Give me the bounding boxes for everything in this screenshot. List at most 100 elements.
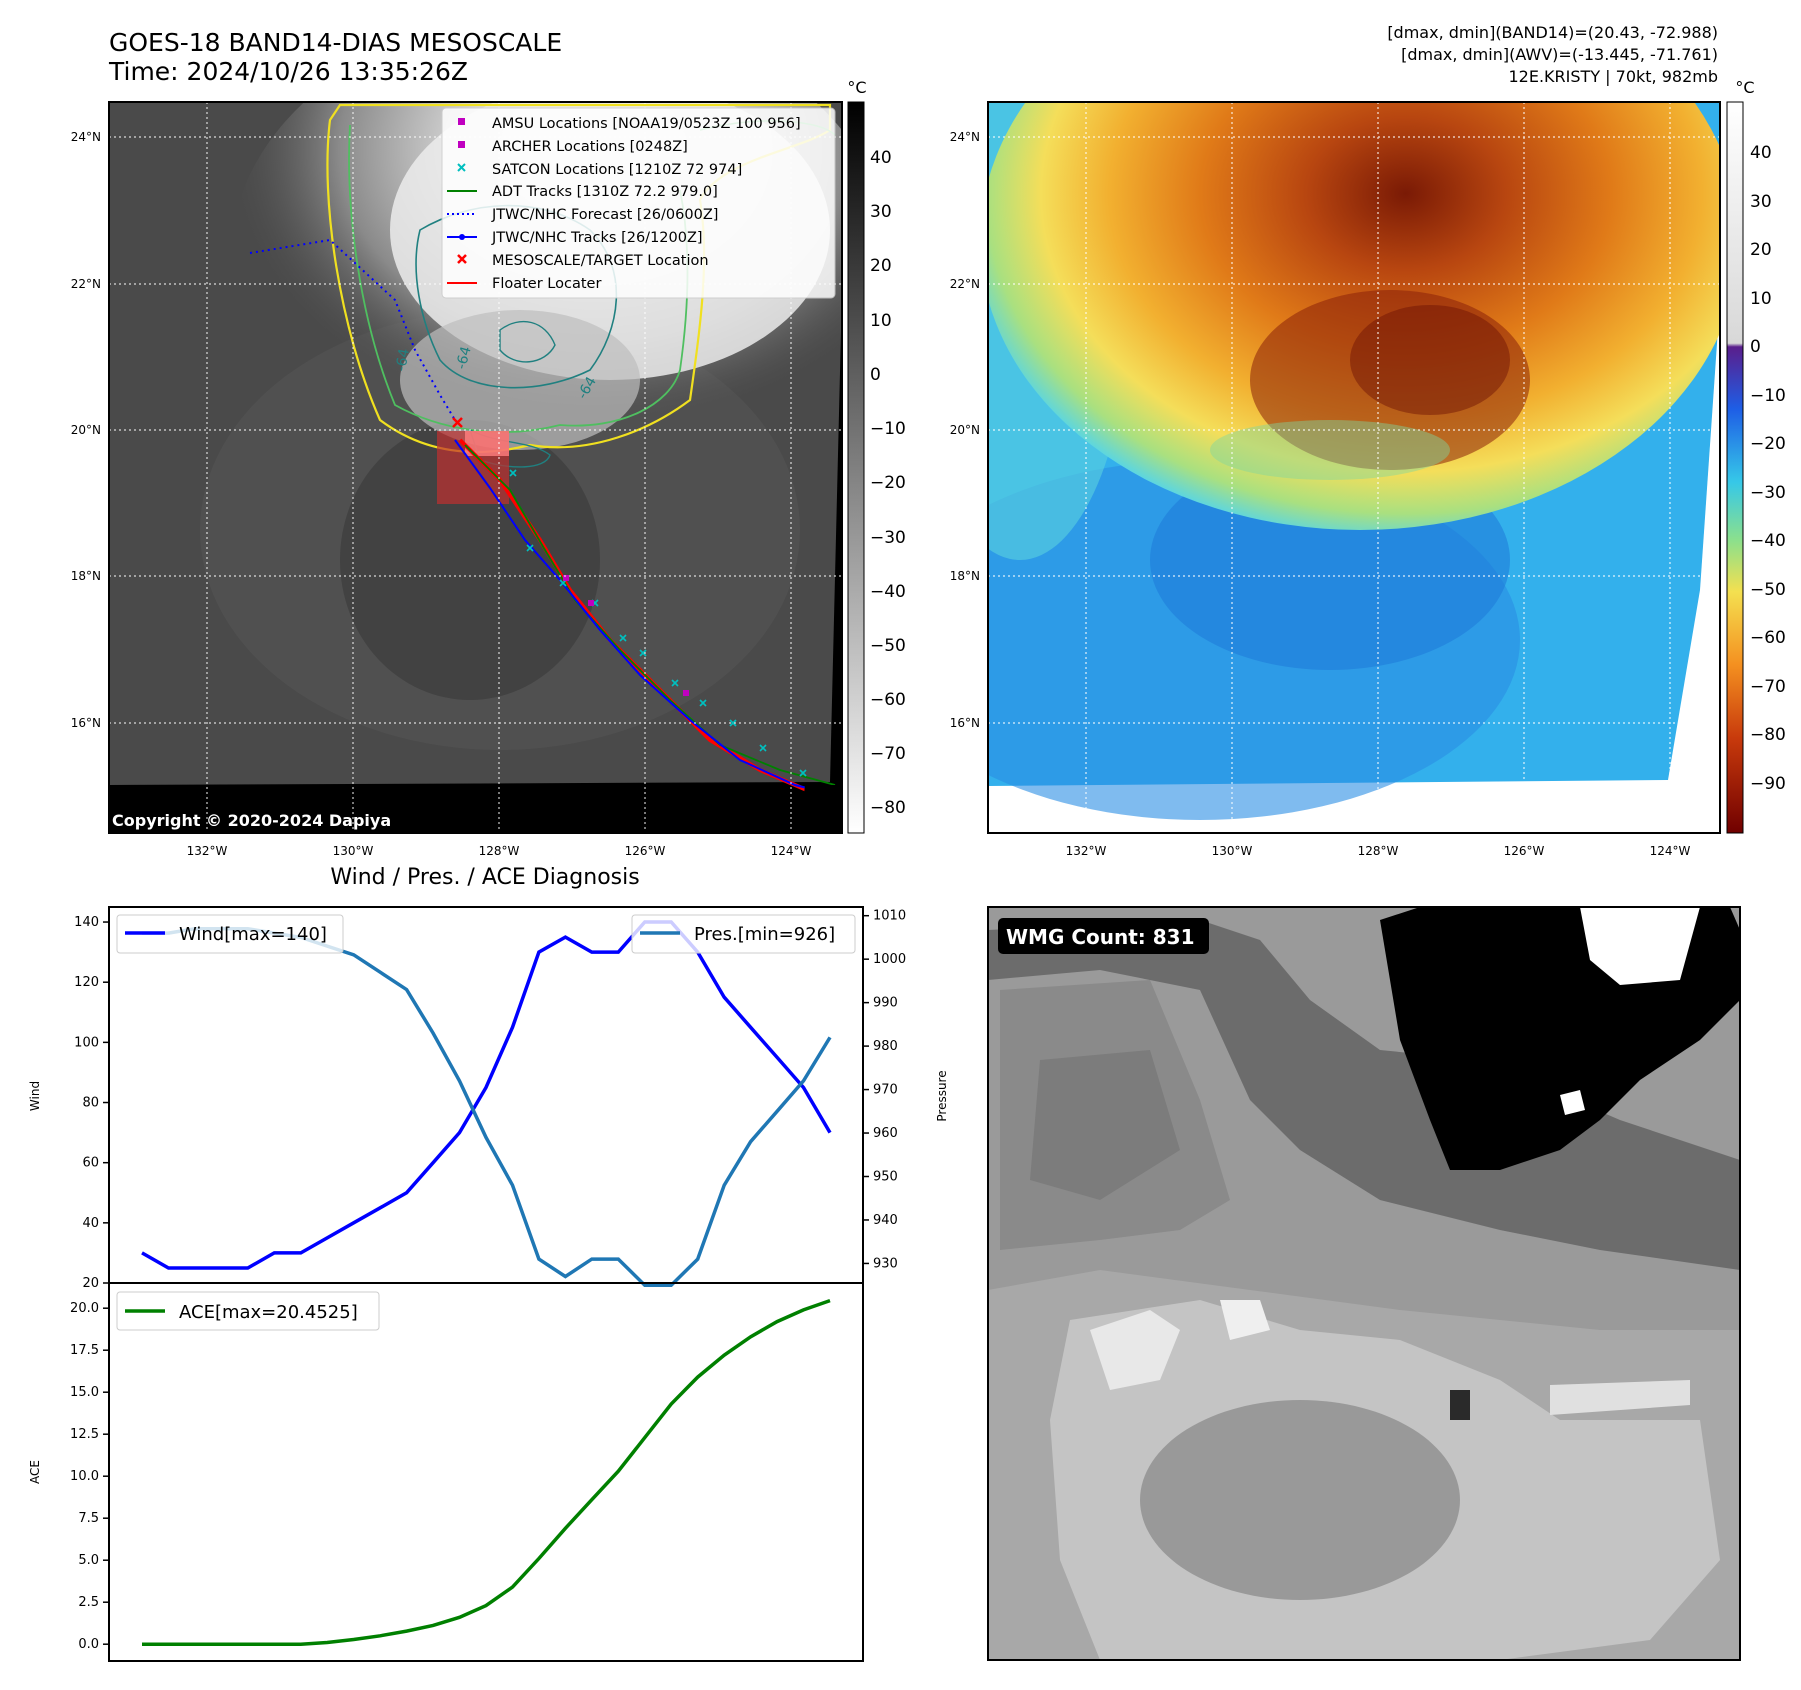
legend-archer-label: ARCHER Locations [0248Z] — [492, 139, 688, 155]
legend-tracks-label: JTWC/NHC Tracks [26/1200Z] — [491, 230, 703, 246]
lon-label: 124°W — [771, 844, 812, 858]
pressure-axis-ticks: 930 940 950 960 970 980 990 1000 1010 — [863, 909, 906, 1271]
pressure-axis-tick-label: 940 — [873, 1213, 898, 1228]
pressure-axis-tick-label: 990 — [873, 996, 898, 1011]
legend-satcon-label: SATCON Locations [1210Z 72 974] — [492, 162, 742, 178]
awv-colorbar-tick: 10 — [1750, 289, 1772, 309]
lat-label: 20°N — [950, 423, 980, 437]
awv-colorbar-tick: −30 — [1750, 483, 1786, 503]
stats-awv: [dmax, dmin](AWV)=(-13.445, -71.761) — [1401, 45, 1718, 64]
ir-colorbar-tick: −50 — [870, 636, 906, 656]
figure-title: GOES-18 BAND14-DIAS MESOSCALE — [109, 28, 562, 57]
wind-pres-panel: 20 40 60 80 100 120 140 930 940 950 960 970 980 990 1… — [28, 906, 949, 1291]
lon-label: 128°W — [1358, 844, 1399, 858]
awv-colorbar-tick: 0 — [1750, 337, 1761, 357]
wmg-count-badge — [998, 918, 1209, 954]
awv-colorbar-tick: 20 — [1750, 240, 1772, 260]
awv-colorbar-tick: −50 — [1750, 580, 1786, 600]
lon-label: 130°W — [333, 844, 374, 858]
ir-colorbar-tick: 20 — [870, 256, 892, 276]
pressure-axis-tick-label: 980 — [873, 1039, 898, 1054]
lat-label: 18°N — [71, 569, 101, 583]
awv-colorbar-tick: 40 — [1750, 143, 1772, 163]
ace-panel: 0.0 2.5 5.0 7.5 10.0 12.5 15.0 17.5 20.0 ACE ACE… — [28, 1282, 864, 1662]
lat-label: 16°N — [950, 716, 980, 730]
ace-axis-tick-label: 5.0 — [78, 1553, 99, 1568]
ir-colorbar-tick: −60 — [870, 690, 906, 710]
color-map-panel: 132°W 130°W 128°W 126°W 124°W 24°N 22°N … — [950, 78, 1786, 858]
ace-axis-tick-label: 0.0 — [78, 1637, 99, 1652]
lat-label: 16°N — [71, 716, 101, 730]
legend-amsu-label: AMSU Locations [NOAA19/0523Z 100 956] — [492, 116, 801, 132]
wind-axis-tick-label: 120 — [74, 975, 99, 990]
ir-colorbar-tick: 30 — [870, 202, 892, 222]
jtwc-forecast-track — [249, 238, 456, 421]
ir-colorbar-tick: −80 — [870, 798, 906, 818]
pressure-legend: Pres.[min=926] — [631, 914, 856, 954]
pressure-axis-tick-label: 1010 — [873, 909, 906, 924]
lat-label: 22°N — [950, 277, 980, 291]
pressure-axis-tick-label: 970 — [873, 1083, 898, 1098]
ir-colorbar-tick: −30 — [870, 528, 906, 548]
copyright-text: Copyright © 2020-2024 Dapiya — [112, 811, 391, 830]
awv-colorbar-tick: −80 — [1750, 725, 1786, 745]
jtwc-track — [454, 439, 836, 796]
lon-label: 128°W — [479, 844, 520, 858]
awv-colorbar-tick: −90 — [1750, 774, 1786, 794]
stats-band14: [dmax, dmin](BAND14)=(20.43, -72.988) — [1387, 23, 1718, 42]
ace-axis-tick-label: 10.0 — [70, 1469, 99, 1484]
ace-axis-tick-label: 7.5 — [78, 1511, 99, 1526]
pressure-axis-label: Pressure — [935, 1070, 949, 1121]
legend-floater-label: Floater Locater — [492, 276, 601, 292]
legend-archer-marker — [458, 141, 465, 148]
wind-axis-tick-label: 20 — [82, 1276, 99, 1291]
lat-label: 24°N — [950, 130, 980, 144]
wind-axis-tick-label: 80 — [82, 1096, 99, 1111]
legend-adt-label: ADT Tracks [1310Z 72.2 979.0] — [492, 184, 718, 200]
lon-label: 130°W — [1212, 844, 1253, 858]
awv-colorbar-tick: −10 — [1750, 386, 1786, 406]
ir-map-panel: -64 -64 -64 — [71, 78, 906, 858]
ir-colorbar-tick: −70 — [870, 744, 906, 764]
legend-forecast-label: JTWC/NHC Forecast [26/0600Z] — [491, 207, 718, 223]
contour-label-a: -64 — [393, 347, 413, 372]
ir-colorbar-tick: 10 — [870, 311, 892, 331]
pressure-series-line — [142, 926, 832, 1287]
ace-axis-tick-label: 15.0 — [70, 1385, 99, 1400]
lon-label: 126°W — [1504, 844, 1545, 858]
awv-colorbar: °C 40 30 20 10 0 −10 −20 −30 −40 −50 −60… — [1726, 78, 1786, 834]
ace-legend: ACE[max=20.4525] — [116, 1291, 380, 1331]
wind-axis-label: Wind — [28, 1081, 42, 1111]
lat-label: 20°N — [71, 423, 101, 437]
wind-axis-tick-label: 60 — [82, 1156, 99, 1171]
wmg-panel: WMG Count: 831 — [987, 906, 1741, 1661]
ir-colorbar: °C 40 30 20 10 0 −10 −20 −30 −40 −50 −60… — [847, 78, 906, 834]
lat-label: 24°N — [71, 130, 101, 144]
wind-axis-ticks: 20 40 60 80 100 120 140 — [74, 915, 109, 1291]
pressure-legend-label: Pres.[min=926] — [694, 924, 835, 945]
wind-axis-tick-label: 140 — [74, 915, 99, 930]
ace-axis-tick-label: 20.0 — [70, 1301, 99, 1316]
target-location-marker — [452, 417, 463, 428]
legend-amsu-marker — [458, 118, 465, 125]
legend-satcon-marker — [457, 163, 466, 172]
wmg-count-text: WMG Count: 831 — [1006, 925, 1195, 949]
pressure-axis-tick-label: 930 — [873, 1256, 898, 1271]
awv-colorbar-tick: −60 — [1750, 628, 1786, 648]
ace-axis-tick-label: 12.5 — [70, 1427, 99, 1442]
lat-label: 22°N — [71, 277, 101, 291]
wind-legend: Wind[max=140] — [116, 914, 344, 954]
awv-colorbar-tick: −70 — [1750, 677, 1786, 697]
wind-legend-label: Wind[max=140] — [179, 924, 327, 945]
ace-series-line — [142, 1298, 831, 1646]
wind-axis-tick-label: 40 — [82, 1216, 99, 1231]
wind-series-line — [141, 920, 832, 1270]
legend-target-label: MESOSCALE/TARGET Location — [492, 253, 709, 269]
pressure-axis-tick-label: 960 — [873, 1126, 898, 1141]
figure-time: Time: 2024/10/26 13:35:26Z — [108, 57, 468, 86]
ace-axis-label: ACE — [28, 1460, 42, 1484]
lon-label: 132°W — [187, 844, 228, 858]
ir-map-legend: AMSU Locations [NOAA19/0523Z 100 956] AR… — [441, 107, 836, 299]
ace-axis-tick-label: 17.5 — [70, 1343, 99, 1358]
